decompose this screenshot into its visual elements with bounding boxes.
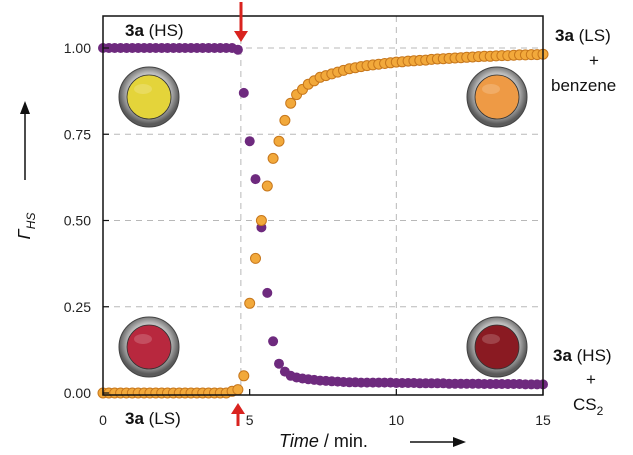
- axis-ticks: 0.00 0.25 0.50 0.75 1.00 0 5 10 15: [64, 40, 551, 428]
- y-axis-label: ΓHS: [14, 213, 38, 240]
- bottom-event-arrow-head: [231, 403, 245, 414]
- purple-data-point: [232, 44, 243, 55]
- annotation-top-left: 3a (HS): [125, 21, 184, 40]
- event-arrows: [231, 2, 248, 426]
- sample-photos: [118, 66, 528, 378]
- purple-data-point: [262, 287, 273, 298]
- purple-data-point: [268, 336, 279, 347]
- x-tick-label: 15: [535, 412, 551, 428]
- annotation-bottom-right: 3a (HS): [553, 346, 612, 365]
- orange-data-point: [255, 215, 267, 226]
- orange-data-point: [232, 384, 244, 396]
- orange-sample-photo: [466, 66, 528, 128]
- grid-lines: [103, 16, 543, 395]
- x-tick-label: 10: [389, 412, 405, 428]
- x-axis-label: Time / min.: [279, 431, 368, 451]
- orange-data-point: [285, 97, 297, 109]
- orange-data-point: [250, 252, 261, 264]
- annotation-bottom-left: 3a (LS): [125, 409, 181, 428]
- y-tick-label: 0.25: [64, 299, 91, 315]
- y-tick-label: 0.50: [64, 213, 91, 229]
- annotation-bottom-right-plus: +: [586, 370, 596, 389]
- x-tick-label: 0: [99, 412, 107, 428]
- darkred-sample-photo: [466, 316, 528, 378]
- purple-data-point: [244, 136, 255, 147]
- orange-data-point: [273, 135, 285, 147]
- top-event-arrow-head: [234, 31, 248, 42]
- y-axis-direction-arrow: [20, 101, 30, 180]
- y-tick-label: 1.00: [64, 40, 91, 56]
- purple-data-point: [238, 87, 249, 98]
- plot-frame: [102, 15, 544, 396]
- x-tick-label: 5: [246, 412, 254, 428]
- annotation-top-right: 3a (LS): [555, 26, 611, 45]
- annotation-top-right-plus: +: [589, 51, 599, 70]
- purple-data-point: [274, 358, 284, 369]
- annotation-bottom-right-cs2: CS2: [573, 395, 604, 418]
- red-sample-photo: [118, 316, 180, 378]
- y-tick-label: 0.00: [64, 385, 91, 401]
- orange-data-point: [267, 152, 279, 164]
- purple-data-point: [250, 174, 261, 185]
- y-tick-label: 0.75: [64, 126, 91, 142]
- data-points: [97, 43, 549, 399]
- orange-data-point: [238, 370, 250, 382]
- annotation-top-right-benzene: benzene: [551, 76, 616, 95]
- yellow-sample-photo: [118, 66, 180, 128]
- orange-data-point: [261, 180, 273, 192]
- orange-data-point: [279, 114, 291, 126]
- x-axis-direction-arrow: [410, 437, 466, 447]
- orange-data-point: [244, 297, 256, 309]
